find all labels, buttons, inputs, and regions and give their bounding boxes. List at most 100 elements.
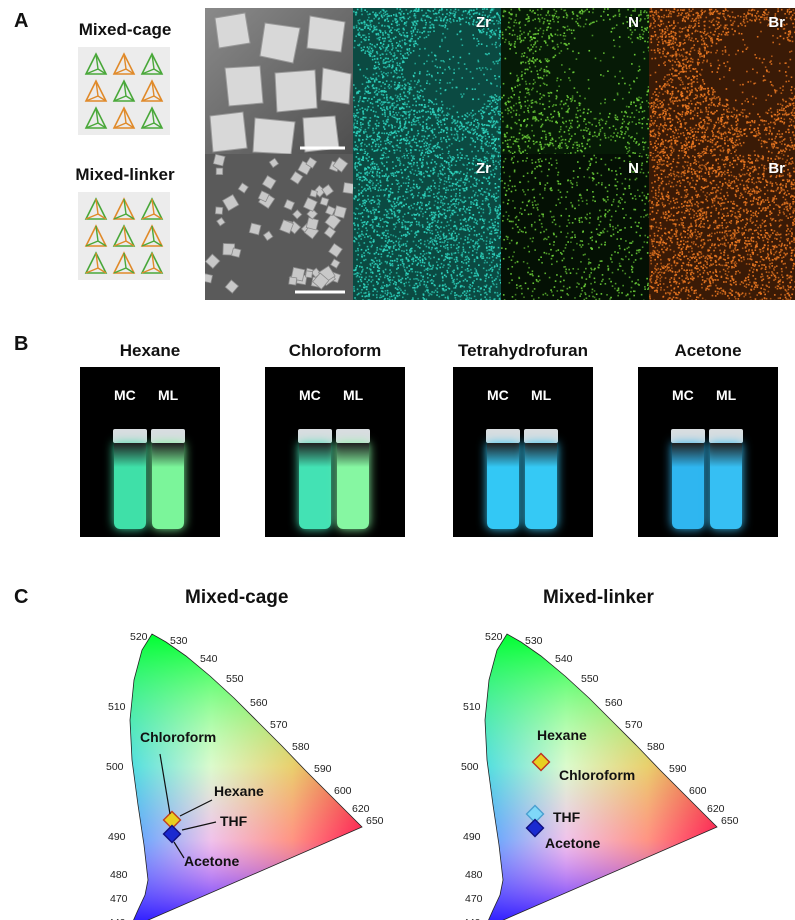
sem-image-mixed-linker — [205, 154, 353, 300]
vial-cap — [524, 429, 558, 443]
vial-cap — [151, 429, 185, 443]
wavelength-tick-label: 470 — [110, 893, 128, 905]
solvent-label: Hexane — [119, 341, 181, 360]
wavelength-tick-label: 520 — [485, 631, 503, 643]
mixed-cage-schematic — [78, 47, 170, 135]
wavelength-tick-label: 540 — [200, 653, 218, 665]
vial-cap — [709, 429, 743, 443]
cie-data-point — [525, 818, 545, 838]
solvent-label: Acetone — [674, 341, 742, 360]
cie-annotation: Acetone — [184, 853, 239, 869]
vial-body — [710, 443, 742, 529]
vial-tag: MC — [672, 387, 694, 403]
sem-image-mixed-cage — [205, 8, 353, 154]
cie-title-mixed-cage: Mixed-cage — [185, 587, 289, 608]
wavelength-tick-label: 490 — [108, 831, 126, 843]
wavelength-tick-label: 470 — [465, 893, 483, 905]
wavelength-tick-label: 570 — [625, 719, 643, 731]
vial-cap — [113, 429, 147, 443]
vial-body — [114, 443, 146, 529]
vial-photo: MC ML — [638, 367, 778, 537]
vial-tag: MC — [114, 387, 136, 403]
wavelength-tick-label: 600 — [334, 785, 352, 797]
wavelength-tick-label: 620 — [707, 803, 725, 815]
vial-body — [487, 443, 519, 529]
wavelength-tick-label: 570 — [270, 719, 288, 731]
cie-data-point — [525, 804, 545, 824]
zr-label: Zr — [476, 14, 491, 31]
solvent-label: Chloroform — [288, 341, 382, 360]
wavelength-tick-label: 520 — [130, 631, 148, 643]
wavelength-tick-label: 510 — [463, 701, 481, 713]
vial-tag: MC — [299, 387, 321, 403]
cie-annotation: Chloroform — [559, 767, 635, 783]
wavelength-tick-label: 530 — [170, 635, 188, 647]
vial-cap — [298, 429, 332, 443]
wavelength-tick-label: 500 — [106, 761, 124, 773]
vial-body — [337, 443, 369, 529]
vial-tag: ML — [343, 387, 364, 403]
wavelength-tick-label: 550 — [581, 673, 599, 685]
wavelength-tick-label: 650 — [366, 815, 384, 827]
cie-annotation: Chloroform — [140, 729, 216, 745]
wavelength-tick-label: 580 — [292, 741, 310, 753]
panel-letter-a: A — [14, 10, 29, 32]
cie-data-point — [162, 824, 182, 844]
wavelength-tick-label: 440 — [108, 917, 126, 920]
vial-tag: ML — [531, 387, 552, 403]
cie-data-point — [162, 810, 182, 830]
solvent-label: Tetrahydrofuran — [457, 341, 589, 360]
wavelength-tick-label: 560 — [605, 697, 623, 709]
vial-body — [152, 443, 184, 529]
cie-annotation: Hexane — [214, 783, 264, 799]
n-label: N — [628, 160, 639, 177]
wavelength-tick-label: 560 — [250, 697, 268, 709]
br-map-mixed-linker: Br — [649, 154, 795, 300]
wavelength-tick-label: 510 — [108, 701, 126, 713]
wavelength-tick-label: 440 — [463, 917, 481, 920]
wavelength-tick-label: 500 — [461, 761, 479, 773]
wavelength-tick-label: 620 — [352, 803, 370, 815]
vial-photo: MC ML — [80, 367, 220, 537]
br-map-mixed-cage: Br — [649, 8, 795, 154]
cie-annotation: Acetone — [545, 835, 600, 851]
cie-title-mixed-linker: Mixed-linker — [543, 587, 654, 608]
wavelength-tick-label: 480 — [465, 869, 483, 881]
cage-icons — [84, 197, 164, 274]
wavelength-tick-label: 590 — [669, 763, 687, 775]
wavelength-tick-label: 580 — [647, 741, 665, 753]
vial-body — [672, 443, 704, 529]
wavelength-tick-label: 540 — [555, 653, 573, 665]
cie-annotation: THF — [553, 809, 581, 825]
cage-icons — [84, 52, 164, 129]
wavelength-tick-label: 550 — [226, 673, 244, 685]
vial-cap — [336, 429, 370, 443]
mixed-linker-label: Mixed-linker — [75, 165, 175, 184]
vial-tag: ML — [158, 387, 179, 403]
wavelength-tick-label: 530 — [525, 635, 543, 647]
wavelength-tick-label: 490 — [463, 831, 481, 843]
cie-data-point — [531, 752, 551, 772]
n-map-mixed-cage: N — [501, 8, 649, 154]
br-label: Br — [768, 160, 785, 177]
br-label: Br — [768, 14, 785, 31]
cie-annotation: THF — [220, 813, 248, 829]
vial-body — [525, 443, 557, 529]
mixed-linker-schematic — [78, 192, 170, 280]
vial-photo: MC ML — [453, 367, 593, 537]
vial-tag: ML — [716, 387, 737, 403]
cie-annotation: Hexane — [537, 727, 587, 743]
n-label: N — [628, 14, 639, 31]
vial-tag: MC — [487, 387, 509, 403]
zr-map-mixed-cage: Zr — [353, 8, 501, 154]
wavelength-tick-label: 480 — [110, 869, 128, 881]
vial-cap — [486, 429, 520, 443]
mixed-cage-label: Mixed-cage — [78, 20, 172, 39]
wavelength-tick-label: 600 — [689, 785, 707, 797]
zr-map-mixed-linker: Zr — [353, 154, 501, 300]
vial-body — [299, 443, 331, 529]
wavelength-tick-label: 650 — [721, 815, 739, 827]
zr-label: Zr — [476, 160, 491, 177]
